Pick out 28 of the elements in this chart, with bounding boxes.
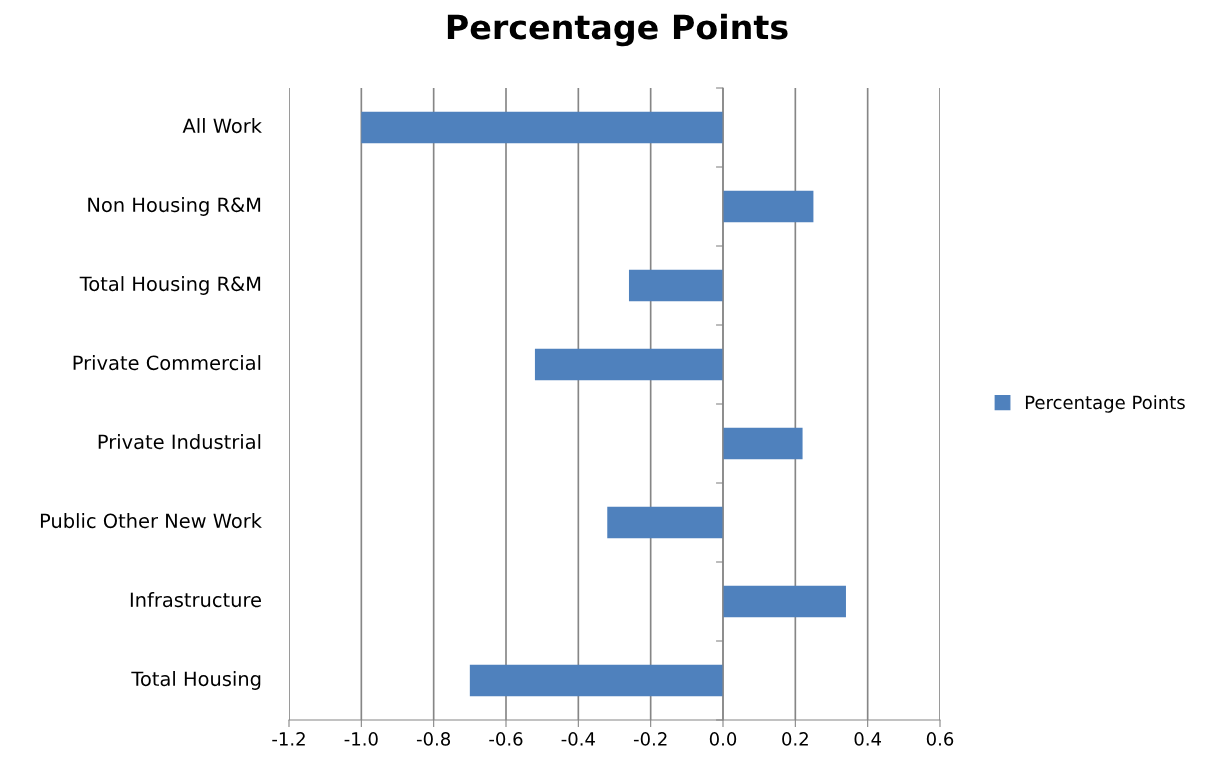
bar <box>723 427 803 460</box>
bar <box>607 506 723 539</box>
y-tick-label: Total Housing R&M <box>79 276 261 295</box>
y-tick-label: Public Other New Work <box>40 513 262 529</box>
bar <box>534 348 723 381</box>
bar <box>469 664 723 697</box>
x-tick-label: -0.8 <box>416 732 451 746</box>
bar <box>361 111 723 144</box>
y-tick-label: Total Housing <box>131 671 261 690</box>
x-tick-label: 0.2 <box>782 732 808 746</box>
x-tick-label: -0.6 <box>489 732 523 746</box>
y-tick-label: Private Industrial <box>98 434 261 450</box>
x-tick-label: 0.6 <box>926 732 954 746</box>
chart-title: Percentage Points <box>447 13 788 47</box>
x-tick-label: 0.4 <box>854 732 882 746</box>
y-tick-label: Non Housing R&M <box>88 197 261 216</box>
bar <box>628 269 723 302</box>
y-tick-label: Private Commercial <box>73 355 261 371</box>
y-tick-label: All Work <box>182 118 262 134</box>
bar <box>723 585 846 618</box>
bar <box>723 190 814 223</box>
x-tick-label: -0.2 <box>633 732 667 746</box>
x-tick-label: -1.2 <box>272 732 305 746</box>
y-tick-label: Infrastructure <box>130 592 261 608</box>
legend-label: Percentage Points <box>1025 395 1185 413</box>
x-tick-label: 0.0 <box>709 732 737 746</box>
x-tick-label: -0.4 <box>561 732 595 746</box>
x-tick-label: -1.0 <box>344 732 378 746</box>
